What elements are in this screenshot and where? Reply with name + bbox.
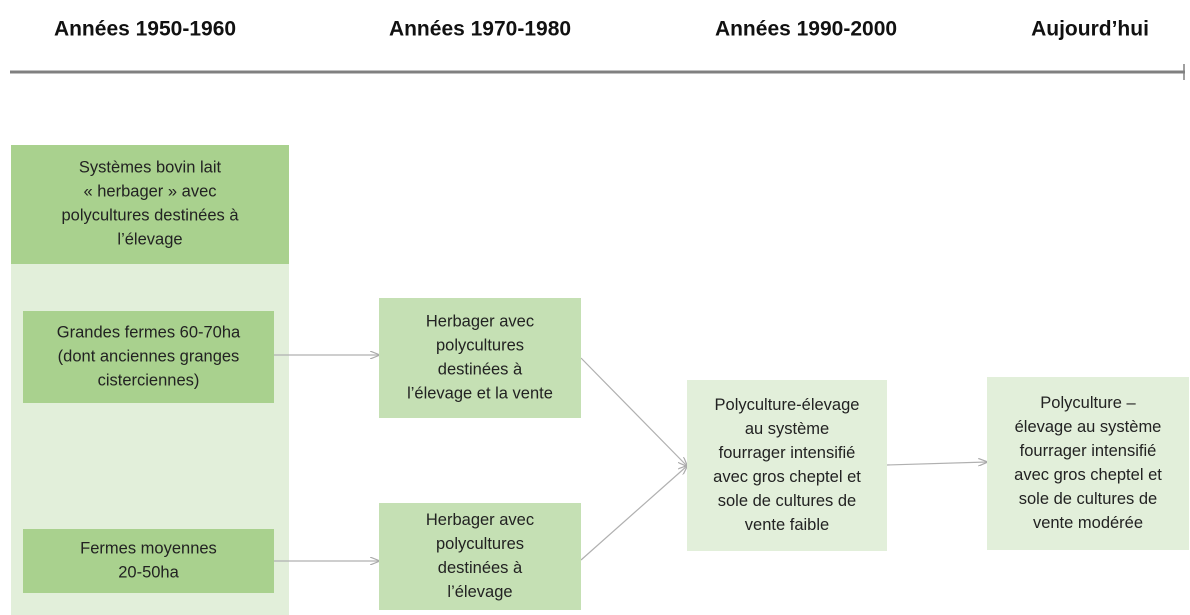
- box-text: « herbager » avec: [83, 182, 216, 200]
- box: [23, 529, 274, 593]
- box-text: (dont anciennes granges: [58, 347, 240, 365]
- box-text: destinées à: [438, 559, 523, 577]
- panel-header: [11, 145, 289, 264]
- box-text: fourrager intensifié: [719, 444, 856, 462]
- box-text: Herbager avec: [426, 312, 534, 330]
- box-text: 20-50ha: [118, 563, 179, 581]
- box-text: Systèmes bovin lait: [79, 158, 222, 176]
- box-text: avec gros cheptel et: [1014, 466, 1162, 484]
- period-label: Aujourd’hui: [1031, 18, 1149, 41]
- box-text: destinées à: [438, 360, 523, 378]
- box-text: élevage au système: [1015, 418, 1162, 436]
- box-text: polycultures: [436, 336, 524, 354]
- box-text: cisterciennes): [98, 371, 200, 389]
- box-text: l’élevage et la vente: [407, 384, 553, 402]
- box-text: avec gros cheptel et: [713, 468, 861, 486]
- box-text: vente modérée: [1033, 514, 1143, 532]
- box-text: vente faible: [745, 516, 829, 534]
- arrow: [580, 357, 687, 466]
- box-text: Fermes moyennes: [80, 539, 217, 557]
- box-text: Polyculture –: [1040, 394, 1136, 412]
- box: [687, 380, 887, 551]
- box: [987, 377, 1189, 550]
- box-text: polycultures destinées à: [61, 206, 239, 224]
- box-text: Herbager avec: [426, 511, 534, 529]
- box-text: Grandes fermes 60-70ha: [57, 323, 241, 341]
- arrow: [886, 462, 987, 465]
- box-text: sole de cultures de: [1019, 490, 1158, 508]
- box-text: fourrager intensifié: [1020, 442, 1157, 460]
- period-label: Années 1970-1980: [389, 18, 571, 41]
- box-text: Polyculture-élevage: [715, 396, 860, 414]
- box-text: l’élevage: [447, 583, 512, 601]
- box-text: sole de cultures de: [718, 492, 857, 510]
- box-text: au système: [745, 420, 829, 438]
- period-label: Années 1950-1960: [54, 18, 236, 41]
- box-text: polycultures: [436, 535, 524, 553]
- arrow: [580, 466, 687, 561]
- box: [379, 298, 581, 418]
- box-text: l’élevage: [117, 230, 182, 248]
- box: [23, 311, 274, 403]
- box: [379, 503, 581, 610]
- arrows: [274, 355, 987, 561]
- period-label: Années 1990-2000: [715, 18, 897, 41]
